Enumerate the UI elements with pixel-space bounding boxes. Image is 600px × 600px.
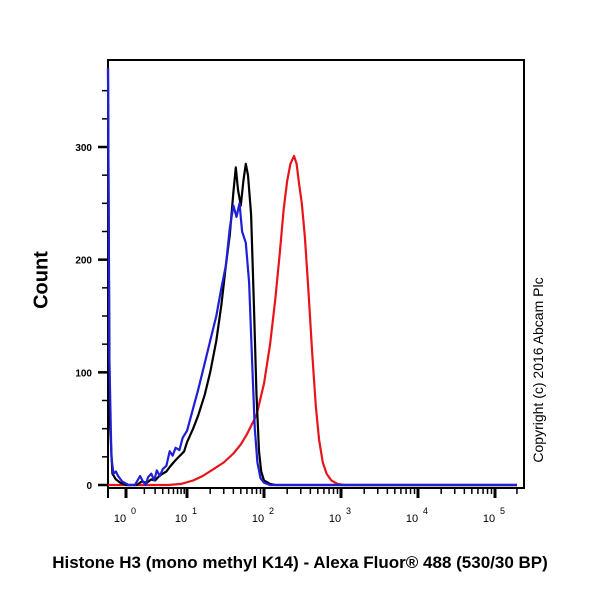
x-tick-label: 10 [406,513,418,525]
x-tick-label: 10 [114,513,126,525]
x-tick-exponent: 3 [346,506,351,516]
series-line-1f1fd6 [106,68,517,487]
x-tick-exponent: 0 [131,506,136,516]
y-axis: 0 100 200 300 [75,89,108,492]
series-line-e8141a [108,154,517,487]
x-tick-label: 10 [483,513,495,525]
copyright-text: Copyright (c) 2016 Abcam Plc [530,277,546,463]
series-group [106,68,517,487]
x-axis: 10 0 10 1 10 2 10 3 10 4 10 5 [107,488,518,525]
x-tick-label: 10 [252,513,264,525]
x-tick-exponent: 1 [192,506,197,516]
y-tick-label: 200 [75,256,92,267]
y-tick-label: 300 [75,143,92,154]
x-tick-exponent: 4 [423,506,428,516]
x-axis-label: Histone H3 (mono methyl K14) - Alexa Flu… [52,553,548,572]
copyright-notice: Copyright (c) 2016 Abcam Plc [527,245,549,495]
x-tick-label: 10 [329,513,341,525]
x-tick-exponent: 2 [269,506,274,516]
y-axis-label: Count [22,240,62,320]
y-tick-label: 100 [75,368,92,379]
y-axis-label-text: Count [30,251,53,309]
plot-border [107,59,525,489]
y-tick-label: 0 [86,481,92,492]
x-tick-exponent: 5 [500,506,505,516]
plot-frame [107,59,525,489]
x-tick-label: 10 [175,513,187,525]
series-line-000000 [106,68,517,487]
